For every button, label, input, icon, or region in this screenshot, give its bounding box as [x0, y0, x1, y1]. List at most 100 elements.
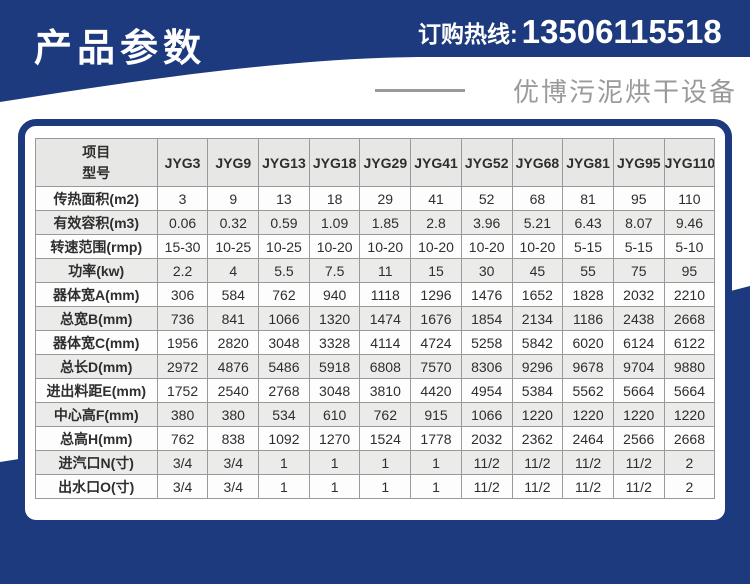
table-cell: 10-20: [511, 234, 564, 259]
table-cell: 1320: [308, 306, 361, 331]
table-cell: 9296: [511, 354, 564, 379]
table-cell: 13: [258, 186, 310, 211]
hotline: 订购热线: 13506115518: [418, 10, 722, 54]
table-cell: 3/4: [207, 450, 260, 475]
spec-table: 项目 型号 JYG3 JYG9 JYG13 JYG18 JYG29 JYG41 JYG52 J…: [34, 138, 716, 499]
table-cell: 1220: [663, 402, 716, 427]
table-cell: 11/2: [612, 450, 665, 475]
row-label: 传热面积(m2): [34, 186, 158, 211]
row-label: 出水口O(寸): [34, 474, 158, 499]
table-cell: 0.06: [156, 210, 209, 235]
table-cell: 5664: [663, 378, 716, 403]
table-cell: 1474: [359, 306, 412, 331]
row-label: 器体宽A(mm): [34, 282, 158, 307]
table-cell: 1118: [359, 282, 412, 307]
row-label: 总长D(mm): [34, 354, 158, 379]
table-cell: 110: [663, 186, 716, 211]
table-cell: 8.07: [612, 210, 665, 235]
table-cell: 9704: [612, 354, 665, 379]
table-cell: 2.2: [156, 258, 209, 283]
table-cell: 18: [308, 186, 361, 211]
table-cell: 762: [258, 282, 310, 307]
table-cell: 10-25: [207, 234, 260, 259]
table-cell: 2668: [663, 426, 716, 451]
table-cell: 68: [511, 186, 564, 211]
table-cell: 762: [359, 402, 412, 427]
model-header-jyg41: JYG41: [410, 138, 462, 187]
table-cell: 306: [156, 282, 209, 307]
table-cell: 1220: [511, 402, 564, 427]
table-cell: 10-20: [308, 234, 361, 259]
table-cell: 1: [410, 474, 462, 499]
tagline-text: 优博污泥烘干设备: [512, 76, 737, 107]
table-cell: 1: [359, 474, 412, 499]
tagline: 优博污泥烘干设备: [374, 74, 737, 107]
table-cell: 1: [308, 450, 361, 475]
table-cell: 2: [663, 450, 716, 475]
corner-header-cell: 项目 型号: [34, 138, 158, 187]
model-header-jyg68: JYG68: [511, 138, 564, 187]
table-cell: 2820: [207, 330, 260, 355]
table-cell: 2566: [612, 426, 665, 451]
row-label: 器体宽C(mm): [34, 330, 158, 355]
table-cell: 2668: [663, 306, 716, 331]
table-cell: 584: [207, 282, 260, 307]
table-row: 中心高F(mm) 380 380 534 610 762 915 1066 1220 1220 12…: [34, 402, 716, 427]
hotline-label: 订购热线:: [418, 21, 518, 47]
table-cell: 9678: [562, 354, 614, 379]
table-cell: 45: [511, 258, 564, 283]
table-cell: 1828: [562, 282, 614, 307]
table-cell: 1066: [258, 306, 310, 331]
table-cell: 9.46: [663, 210, 716, 235]
table-cell: 3048: [308, 378, 361, 403]
table-cell: 10-20: [460, 234, 513, 259]
table-cell: 4420: [410, 378, 462, 403]
table-cell: 5842: [511, 330, 564, 355]
table-cell: 5562: [562, 378, 614, 403]
header-shape: [0, 0, 750, 102]
table-cell: 6124: [612, 330, 665, 355]
table-cell: 11/2: [460, 474, 513, 499]
table-cell: 2768: [258, 378, 310, 403]
table-cell: 2362: [511, 426, 564, 451]
row-label: 总宽B(mm): [34, 306, 158, 331]
table-cell: 11: [359, 258, 412, 283]
table-row: 进出料距E(mm) 1752 2540 2768 3048 3810 4420 4954 538…: [34, 378, 716, 403]
table-cell: 1.85: [359, 210, 412, 235]
table-cell: 1854: [460, 306, 513, 331]
model-header-jyg52: JYG52: [460, 138, 513, 187]
row-label: 中心高F(mm): [34, 402, 158, 427]
table-cell: 10-25: [258, 234, 310, 259]
page-title: 产品参数: [34, 28, 207, 70]
table-cell: 6.43: [562, 210, 614, 235]
table-cell: 5486: [258, 354, 310, 379]
table-cell: 2210: [663, 282, 716, 307]
table-cell: 11/2: [511, 474, 564, 499]
table-cell: 9880: [663, 354, 716, 379]
table-row: 功率(kw) 2.2 4 5.5 7.5 11 15 30 45 55 75 95: [34, 258, 716, 283]
table-row: 总宽B(mm) 736 841 1066 1320 1474 1676 1854 2134 118…: [34, 306, 716, 331]
table-cell: 55: [562, 258, 614, 283]
table-cell: 95: [663, 258, 716, 283]
model-header-jyg3: JYG3: [156, 138, 209, 187]
table-cell: 1778: [410, 426, 462, 451]
table-row: 出水口O(寸) 3/4 3/4 1 1 1 1 11/2 11/2 11/2 11/2 2: [34, 474, 716, 499]
hotline-number: 13506115518: [521, 13, 722, 50]
table-cell: 95: [612, 186, 665, 211]
table-cell: 380: [207, 402, 260, 427]
table-cell: 3/4: [207, 474, 260, 499]
table-cell: 1186: [562, 306, 614, 331]
table-row: 有效容积(m3) 0.06 0.32 0.59 1.09 1.85 2.8 3.96 5.21 6…: [34, 210, 716, 235]
table-cell: 11/2: [511, 450, 564, 475]
model-header-jyg9: JYG9: [207, 138, 260, 187]
table-cell: 1296: [410, 282, 462, 307]
table-cell: 2438: [612, 306, 665, 331]
spec-panel: 项目 型号 JYG3 JYG9 JYG13 JYG18 JYG29 JYG41 JYG52 J…: [18, 119, 732, 527]
table-cell: 1.09: [308, 210, 361, 235]
table-cell: 29: [359, 186, 412, 211]
table-cell: 5.21: [511, 210, 564, 235]
header-banner: 产品参数 订购热线: 13506115518 优博污泥烘干设备: [0, 0, 750, 112]
table-cell: 1092: [258, 426, 310, 451]
row-label: 转速范围(rmp): [34, 234, 158, 259]
